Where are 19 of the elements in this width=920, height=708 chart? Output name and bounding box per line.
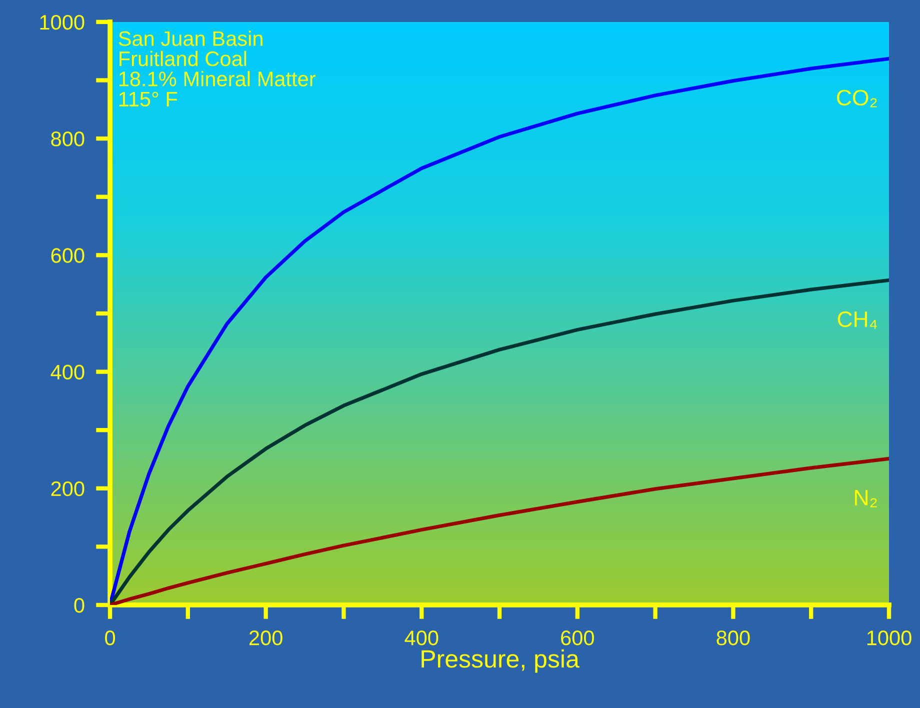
annotation: San Juan Basin Fruitland Coal 18.1% Mineral Matter 115° F xyxy=(118,30,316,107)
x-tick-label: 1000 xyxy=(867,630,912,646)
y-tick-label: 600 xyxy=(51,248,84,263)
y-tick-label: 800 xyxy=(51,132,84,146)
x-tick-label: 200 xyxy=(249,630,282,646)
y-tick-label: 400 xyxy=(50,364,84,380)
line-series xyxy=(110,278,889,605)
x-tick-label: 0 xyxy=(105,630,116,646)
y-tick-label: 1000 xyxy=(40,14,84,30)
series-label: CH₄ xyxy=(838,311,878,329)
y-tick-label: 200 xyxy=(51,481,84,496)
x-tick-label: 600 xyxy=(561,630,594,646)
y-tick-label: 0 xyxy=(74,598,84,613)
series-label: N₂ xyxy=(855,490,877,508)
series-label: CO₂ xyxy=(837,90,877,108)
x-tick-label: 800 xyxy=(716,630,750,646)
line-series xyxy=(110,456,889,605)
x-tick-label: 400 xyxy=(404,630,438,646)
x-axis-title: Pressure, psia xyxy=(422,649,580,673)
